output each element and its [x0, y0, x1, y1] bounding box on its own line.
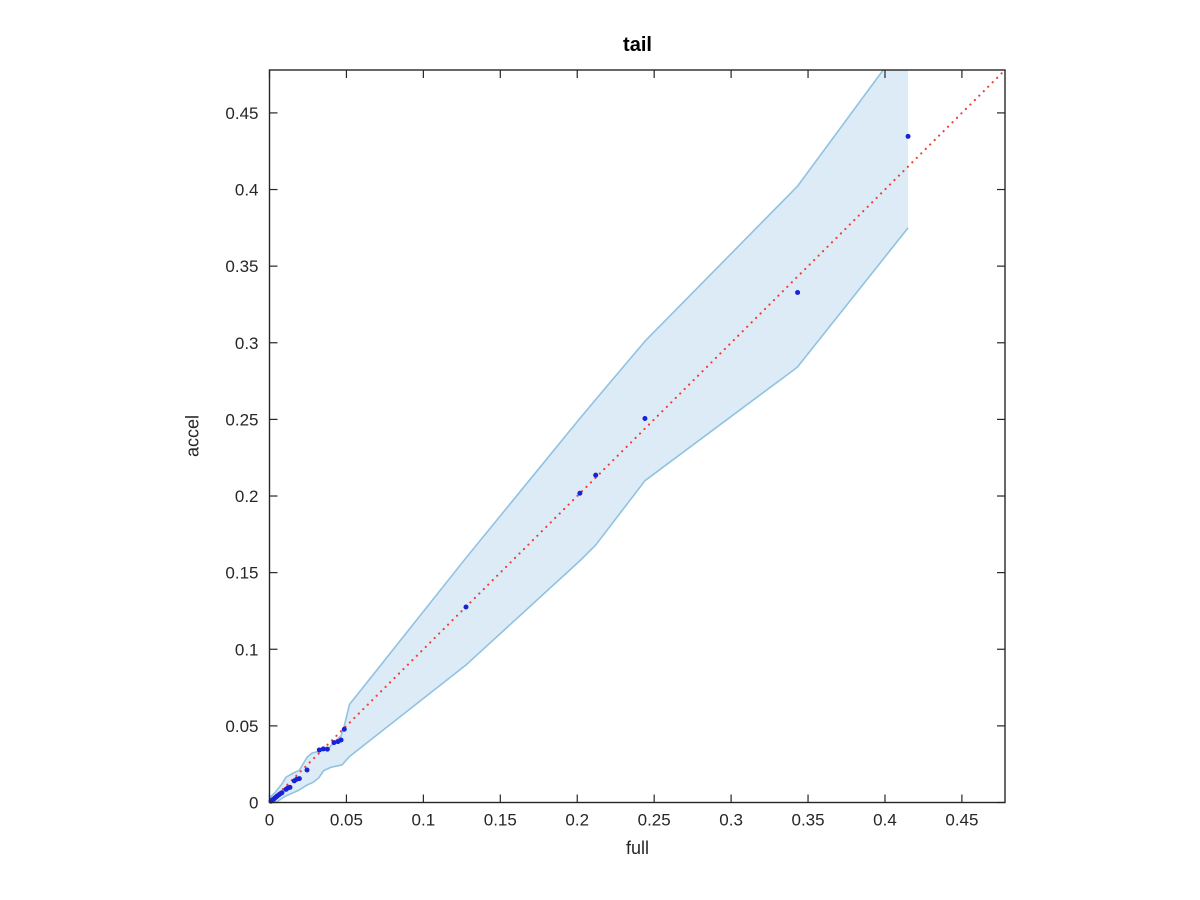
- data-point: [642, 415, 648, 421]
- x-tick-label: 0.15: [484, 811, 517, 830]
- data-point: [296, 776, 302, 782]
- x-tick-labels: 0 0.05 0.1 0.15 0.2 0.25 0.3 0.35 0.4 0.45: [265, 811, 979, 830]
- x-tick-label: 0.25: [638, 811, 671, 830]
- y-tick-label: 0.35: [225, 257, 258, 276]
- data-point: [324, 746, 330, 752]
- data-point: [338, 737, 344, 743]
- axes-box: [268, 69, 1006, 804]
- x-tick-label: 0.35: [791, 811, 824, 830]
- y-tick-label: 0.45: [225, 104, 258, 123]
- data-point: [287, 784, 293, 790]
- x-tick-label: 0.1: [412, 811, 436, 830]
- x-tick-label: 0.05: [330, 811, 363, 830]
- data-point: [463, 604, 469, 610]
- y-tick-label: 0.3: [235, 334, 259, 353]
- x-axis-label: full: [625, 838, 649, 858]
- scatter-points: [268, 133, 911, 804]
- y-tick-label: 0.1: [235, 640, 259, 659]
- y-tick-label: 0.4: [235, 181, 259, 200]
- x-ticks: [268, 70, 963, 803]
- data-point: [331, 740, 337, 746]
- y-tick-label: 0.25: [225, 410, 258, 429]
- x-tick-label: 0: [265, 811, 274, 830]
- band-lower-edge: [269, 227, 909, 803]
- y-tick-label: 0.05: [225, 717, 258, 736]
- y-ticks: [269, 112, 1005, 804]
- y-tick-label: 0: [249, 794, 258, 813]
- chart-title: tail: [623, 34, 652, 56]
- data-point: [341, 726, 347, 732]
- x-tick-label: 0.45: [945, 811, 978, 830]
- data-point: [316, 747, 322, 753]
- data-point: [795, 290, 801, 296]
- data-point: [304, 767, 310, 773]
- x-tick-label: 0.2: [565, 811, 589, 830]
- data-point: [593, 472, 599, 478]
- y-tick-label: 0.2: [235, 487, 259, 506]
- data-point: [905, 133, 911, 139]
- data-point: [577, 490, 583, 496]
- data-point: [279, 790, 285, 796]
- data-point: [320, 746, 326, 752]
- band-fill: [269, 70, 909, 803]
- y-tick-labels: 0 0.05 0.1 0.15 0.2 0.25 0.3 0.35 0.4 0.45: [225, 104, 258, 813]
- y-tick-label: 0.15: [225, 564, 258, 583]
- x-tick-label: 0.4: [873, 811, 897, 830]
- x-tick-label: 0.3: [719, 811, 743, 830]
- y-axis-label: accel: [182, 414, 203, 458]
